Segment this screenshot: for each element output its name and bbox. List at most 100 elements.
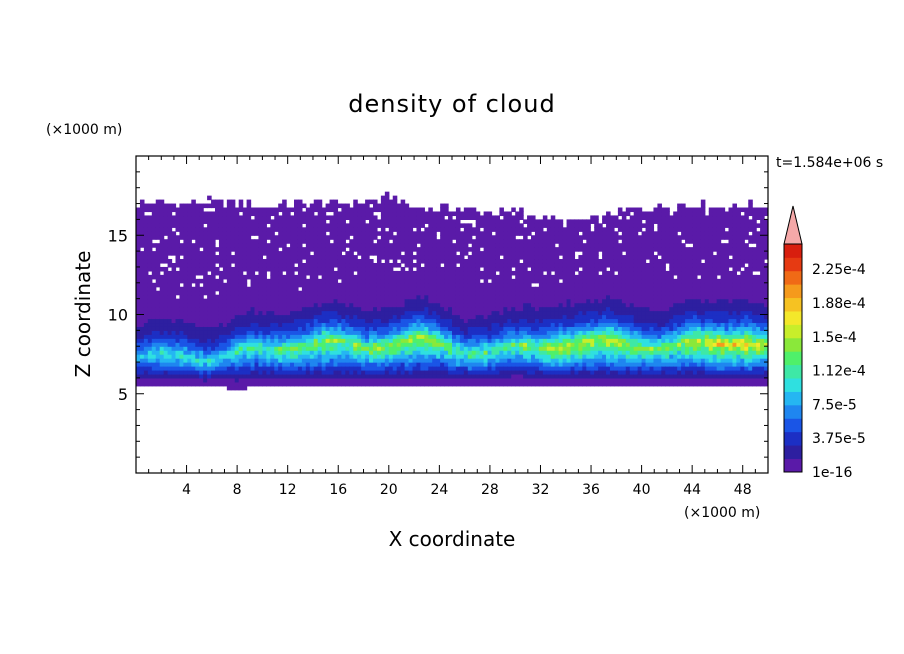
density-cell: [475, 322, 481, 327]
density-cell: [211, 290, 216, 296]
density-cell: [139, 318, 145, 324]
density-cell: [380, 223, 386, 228]
density-cell: [538, 381, 544, 387]
density-cell: [574, 278, 579, 284]
density-cell: [586, 342, 591, 347]
density-cell: [207, 318, 212, 324]
density-cell: [203, 369, 208, 375]
density-cell: [286, 298, 291, 304]
density-cell: [167, 282, 173, 288]
density-cell: [452, 377, 457, 383]
density-cell: [234, 373, 240, 379]
density-cell: [191, 318, 196, 324]
density-cell: [376, 219, 382, 224]
density-cell: [163, 342, 169, 347]
density-cell: [179, 314, 184, 320]
density-cell: [475, 326, 481, 331]
density-cell: [218, 262, 224, 268]
density-cell: [570, 322, 576, 327]
density-cell: [278, 274, 283, 280]
density-cell: [337, 259, 342, 264]
density-cell: [554, 318, 560, 324]
density-cell: [463, 358, 469, 363]
density-cell: [139, 381, 145, 387]
density-cell: [420, 274, 425, 280]
density-cell: [574, 322, 579, 327]
density-cell: [155, 290, 161, 296]
density-cell: [455, 231, 461, 236]
density-cell: [290, 306, 295, 312]
density-cell: [361, 377, 366, 383]
density-cell: [432, 227, 437, 232]
density-cell: [392, 259, 398, 264]
density-cell: [151, 310, 157, 316]
density-cell: [562, 330, 568, 335]
density-cell: [226, 290, 232, 296]
density-cell: [203, 270, 208, 276]
density-cell: [305, 266, 311, 272]
density-cell: [471, 302, 477, 308]
density-cell: [147, 362, 153, 367]
density-cell: [503, 338, 508, 343]
density-cell: [222, 262, 228, 268]
density-cell: [147, 350, 153, 355]
density-cell: [440, 381, 445, 387]
density-cell: [179, 318, 184, 324]
density-cell: [317, 247, 323, 252]
density-cell: [226, 381, 232, 387]
density-cell: [183, 278, 188, 284]
density-cell: [515, 342, 520, 347]
density-cell: [175, 243, 181, 248]
density-cell: [416, 207, 421, 213]
density-cell: [448, 298, 453, 304]
density-cell: [163, 334, 169, 339]
density-cell: [376, 255, 382, 260]
density-cell: [309, 255, 315, 260]
density-cell: [274, 251, 279, 256]
density-cell: [507, 211, 512, 217]
density-cell: [309, 302, 315, 308]
density-cell: [507, 373, 512, 379]
density-cell: [475, 298, 481, 304]
density-cell: [495, 219, 500, 224]
density-cell: [408, 211, 414, 217]
density-cell: [167, 270, 173, 276]
density-cell: [432, 326, 437, 331]
density-cell: [408, 286, 414, 292]
density-cell: [550, 251, 556, 256]
density-cell: [570, 334, 576, 339]
density-cell: [444, 306, 449, 312]
density-cell: [151, 266, 157, 272]
density-cell: [171, 278, 177, 284]
density-cell: [369, 358, 374, 363]
density-cell: [566, 362, 572, 367]
density-cell: [499, 270, 504, 276]
density-cell: [562, 338, 568, 343]
density-cell: [570, 366, 576, 371]
density-cell: [519, 314, 524, 320]
density-cell: [424, 251, 429, 256]
density-cell: [325, 366, 331, 371]
density-cell: [171, 377, 177, 383]
density-cell: [475, 247, 481, 252]
density-cell: [499, 373, 504, 379]
density-cell: [365, 318, 370, 324]
density-cell: [270, 290, 275, 296]
density-cell: [428, 266, 433, 272]
density-cell: [361, 219, 366, 224]
density-cell: [361, 259, 366, 264]
density-cell: [175, 346, 181, 351]
density-cell: [211, 377, 216, 383]
density-cell: [203, 211, 208, 217]
density-cell: [238, 338, 244, 343]
density-cell: [527, 231, 532, 236]
density-cell: [365, 199, 370, 205]
density-cell: [412, 326, 418, 331]
density-cell: [455, 334, 461, 339]
density-cell: [424, 274, 429, 280]
density-cell: [337, 338, 342, 343]
density-cell: [531, 294, 536, 300]
density-cell: [337, 306, 342, 312]
density-cell: [570, 346, 576, 351]
density-cell: [234, 294, 240, 300]
